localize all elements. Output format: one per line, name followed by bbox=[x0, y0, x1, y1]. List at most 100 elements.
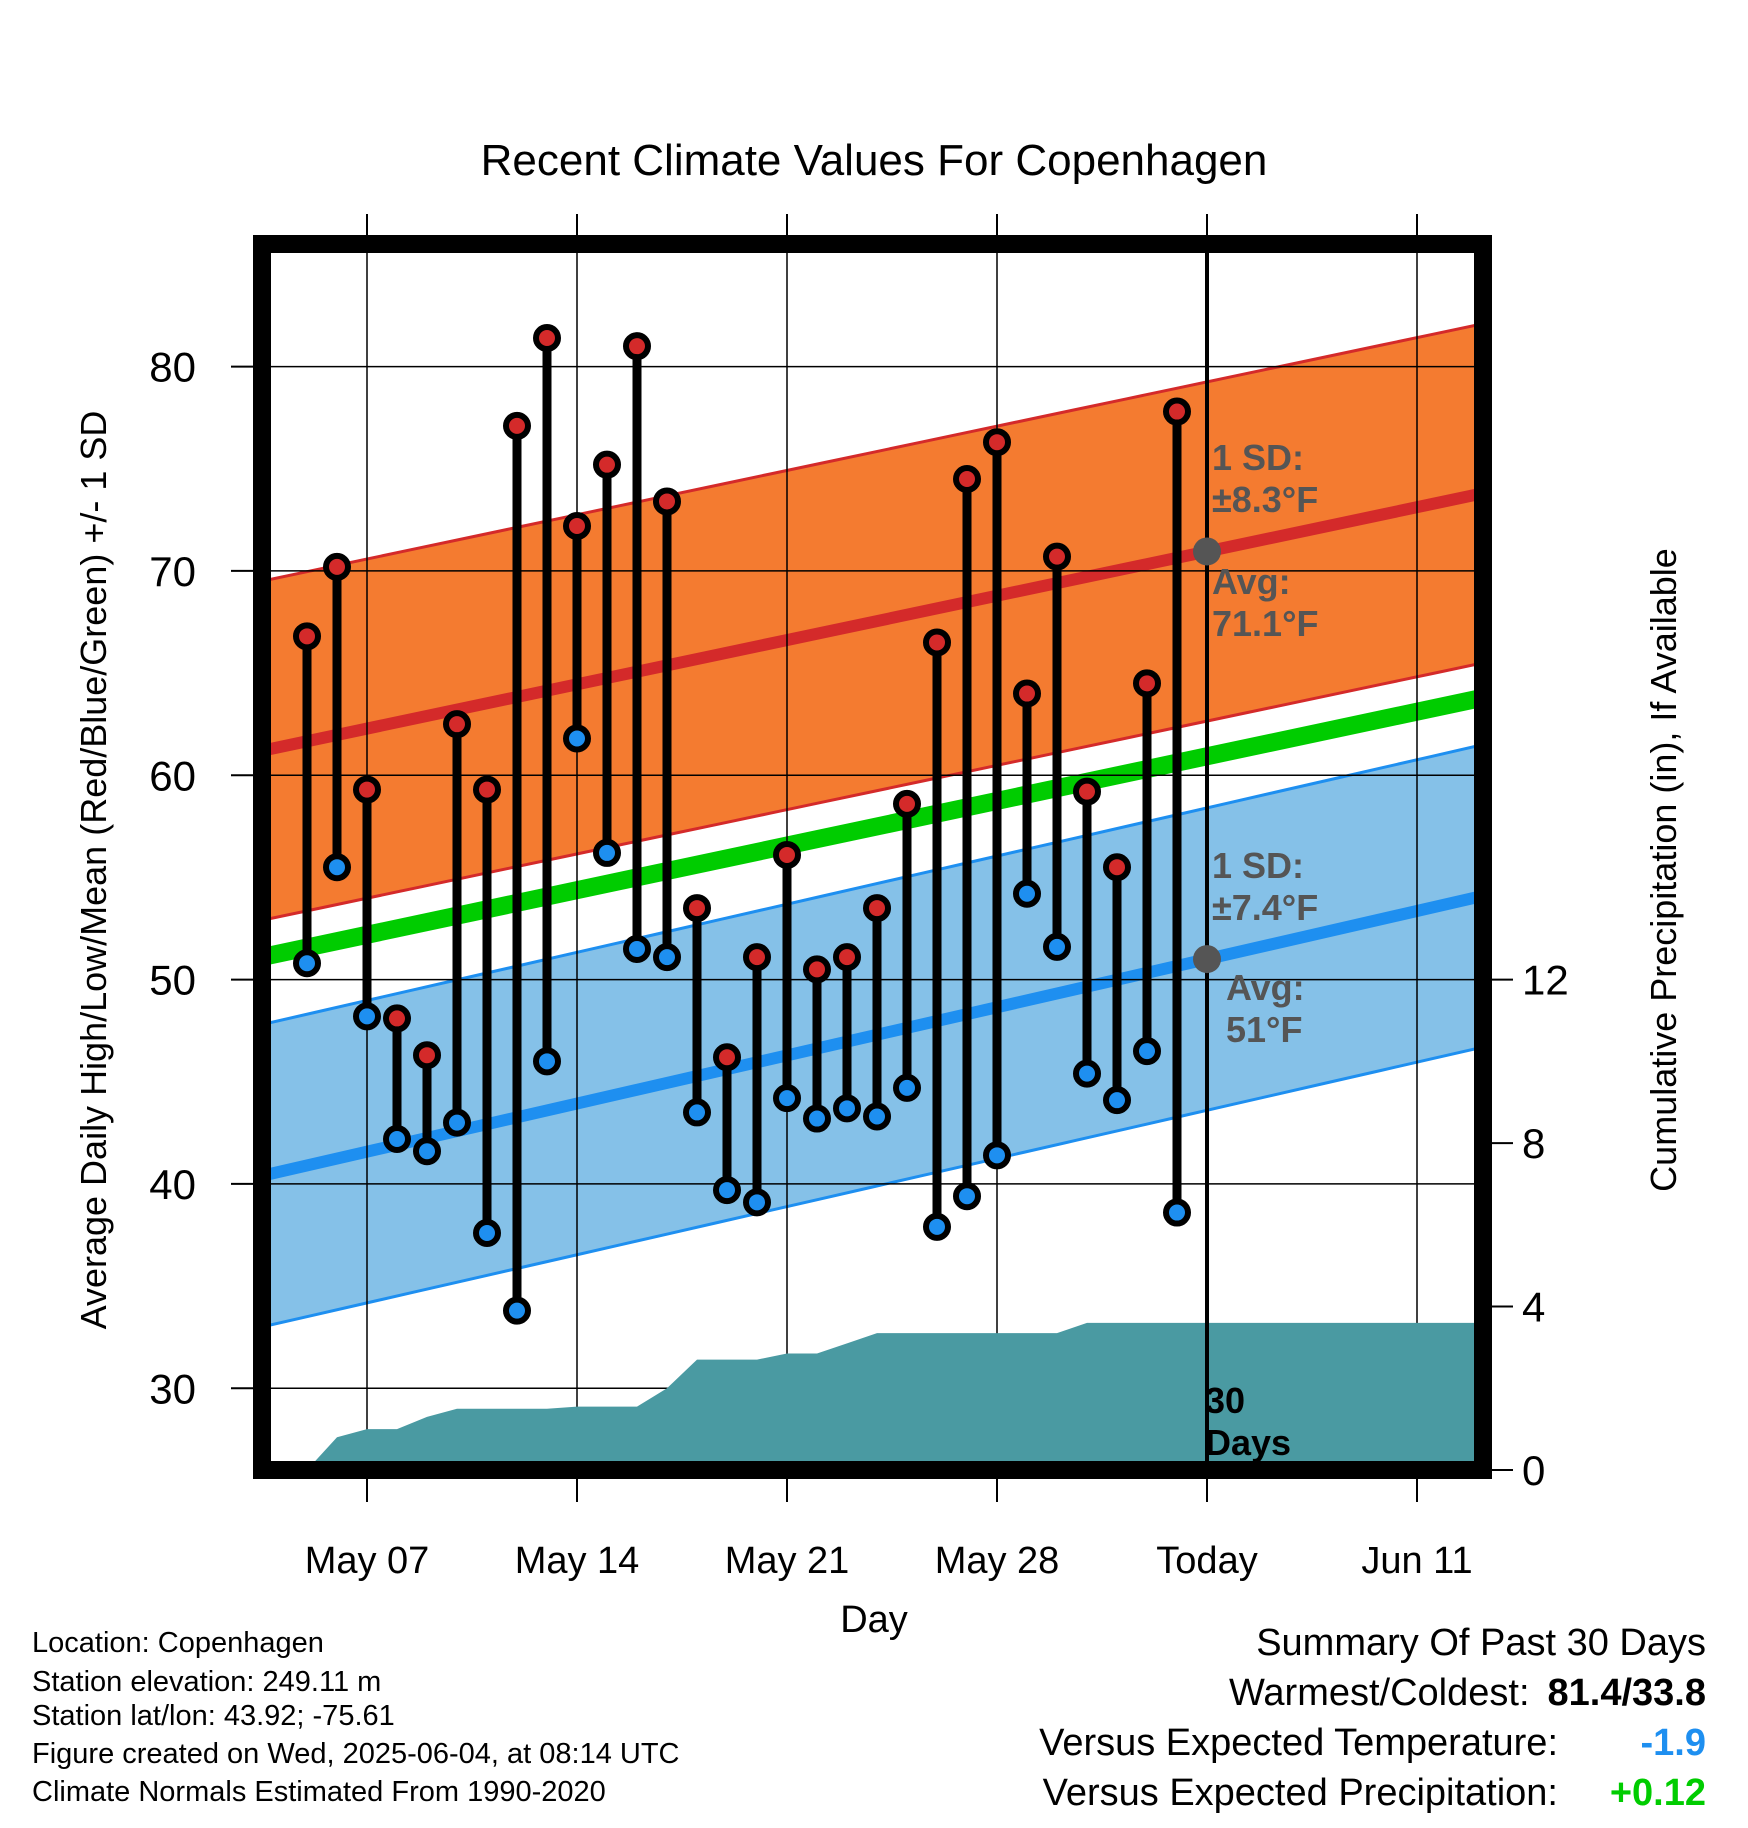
y-axis-label: Average Daily High/Low/Mean (Red/Blue/Gr… bbox=[73, 411, 114, 1330]
low-dot bbox=[893, 1073, 921, 1102]
low-dot bbox=[503, 1296, 531, 1325]
chart-title: Recent Climate Values For Copenhagen bbox=[481, 136, 1268, 185]
plot-frame bbox=[253, 235, 1492, 1479]
low-dot bbox=[923, 1212, 951, 1241]
high-dot bbox=[863, 894, 891, 923]
low-band-upper-edge bbox=[262, 743, 1483, 1027]
high-sd-annotation-line: 1 SD: bbox=[1212, 437, 1304, 478]
high-dot bbox=[833, 943, 861, 972]
high-dot bbox=[743, 943, 771, 972]
precip-fill bbox=[277, 1322, 1483, 1470]
y2-tick-label: 12 bbox=[1522, 957, 1569, 1004]
low-dot bbox=[593, 838, 621, 867]
days-annotation: 30 Days bbox=[1205, 1380, 1291, 1463]
warm-cold-label: Warmest/Coldest: bbox=[1228, 1672, 1530, 1714]
today-low-avg-marker bbox=[1193, 945, 1221, 974]
high-dot bbox=[353, 775, 381, 804]
info-latlon: Station lat/lon: 43.92; -75.61 bbox=[32, 1700, 395, 1732]
low-dot bbox=[533, 1047, 561, 1076]
high-dot bbox=[593, 450, 621, 479]
low-dot bbox=[1133, 1037, 1161, 1066]
y2-tick-label: 4 bbox=[1522, 1284, 1545, 1331]
high-dot bbox=[1103, 853, 1131, 882]
y-tick-label: 50 bbox=[149, 957, 196, 1004]
high-dot bbox=[953, 464, 981, 493]
high-avg-annotation-line: Avg: bbox=[1212, 561, 1291, 602]
high-dot bbox=[383, 1004, 411, 1033]
low-dot bbox=[443, 1108, 471, 1137]
high-dot bbox=[293, 622, 321, 651]
low-avg-annotation: Avg: 51°F bbox=[1226, 967, 1305, 1050]
x-tick-label: May 14 bbox=[515, 1540, 640, 1582]
low-dot bbox=[383, 1124, 411, 1153]
station-info: Location: Copenhagen Station elevation: … bbox=[32, 1626, 680, 1809]
days-annotation-line: 30 bbox=[1205, 1380, 1245, 1421]
low-dot bbox=[683, 1098, 711, 1127]
low-sd-annotation-line: ±7.4°F bbox=[1212, 887, 1318, 928]
high-sd-annotation: 1 SD: ±8.3°F bbox=[1212, 437, 1318, 520]
high-dot bbox=[443, 710, 471, 739]
high-dot bbox=[653, 487, 681, 516]
low-dot bbox=[473, 1218, 501, 1247]
low-avg-annotation-line: 51°F bbox=[1226, 1009, 1302, 1050]
x-tick-label: Today bbox=[1156, 1540, 1257, 1582]
info-normals: Climate Normals Estimated From 1990-2020 bbox=[32, 1776, 606, 1808]
y-tick-label: 30 bbox=[149, 1365, 196, 1412]
low-dot bbox=[1073, 1059, 1101, 1088]
low-dot bbox=[983, 1141, 1011, 1170]
temp-value: -1.9 bbox=[1640, 1722, 1706, 1764]
low-sd-annotation: 1 SD: ±7.4°F bbox=[1212, 845, 1318, 928]
high-dot bbox=[323, 552, 351, 581]
info-location: Location: Copenhagen bbox=[32, 1627, 324, 1659]
high-dot bbox=[1073, 777, 1101, 806]
warm-cold-value: 81.4/33.8 bbox=[1547, 1672, 1706, 1714]
high-dot bbox=[563, 511, 591, 540]
axes: 30 40 50 60 70 80 0 4 8 12 May 07 May 14 May 21 May 2… bbox=[149, 214, 1569, 1582]
low-dot bbox=[1043, 932, 1071, 961]
low-band-lower-edge bbox=[262, 1045, 1483, 1329]
high-dot bbox=[893, 789, 921, 818]
y-tick-label: 40 bbox=[149, 1161, 196, 1208]
days-annotation-line: Days bbox=[1205, 1422, 1291, 1463]
precip-value: +0.12 bbox=[1609, 1772, 1706, 1814]
high-dot bbox=[983, 428, 1011, 457]
low-dot bbox=[713, 1176, 741, 1205]
precip-label: Versus Expected Precipitation: bbox=[1042, 1772, 1558, 1814]
low-dot bbox=[773, 1084, 801, 1113]
high-dot bbox=[1013, 679, 1041, 708]
high-dot bbox=[773, 840, 801, 869]
x-tick-label: May 28 bbox=[935, 1540, 1060, 1582]
high-dot bbox=[1163, 397, 1191, 426]
low-dot bbox=[833, 1094, 861, 1123]
low-dot bbox=[623, 934, 651, 963]
y-tick-label: 70 bbox=[149, 548, 196, 595]
low-dot bbox=[353, 1002, 381, 1031]
high-normal-line bbox=[262, 487, 1483, 757]
low-dot bbox=[323, 853, 351, 882]
temp-label: Versus Expected Temperature: bbox=[1039, 1722, 1558, 1764]
low-dot bbox=[653, 943, 681, 972]
x-tick-label: Jun 11 bbox=[1361, 1540, 1472, 1582]
today-high-avg-marker bbox=[1193, 537, 1221, 566]
daily-dots bbox=[293, 323, 1191, 1325]
high-dot bbox=[713, 1043, 741, 1072]
summary-heading: Summary Of Past 30 Days bbox=[1256, 1622, 1706, 1664]
high-dot bbox=[683, 894, 711, 923]
low-dot bbox=[1013, 879, 1041, 908]
low-dot bbox=[953, 1182, 981, 1211]
summary-panel: Summary Of Past 30 Days Warmest/Coldest:… bbox=[1039, 1618, 1706, 1818]
high-dot bbox=[803, 955, 831, 984]
low-dot bbox=[803, 1104, 831, 1133]
y2-axis-label: Cumulative Precipitation (in), If Availa… bbox=[1643, 548, 1684, 1192]
high-dot bbox=[623, 332, 651, 361]
x-tick-label: May 21 bbox=[725, 1540, 850, 1582]
high-band-lower-edge bbox=[262, 661, 1483, 922]
y2-tick-label: 0 bbox=[1522, 1447, 1545, 1494]
low-dot bbox=[743, 1188, 771, 1217]
high-dot bbox=[923, 628, 951, 657]
low-dot bbox=[863, 1102, 891, 1131]
high-dot bbox=[473, 775, 501, 804]
low-dot bbox=[563, 724, 591, 753]
